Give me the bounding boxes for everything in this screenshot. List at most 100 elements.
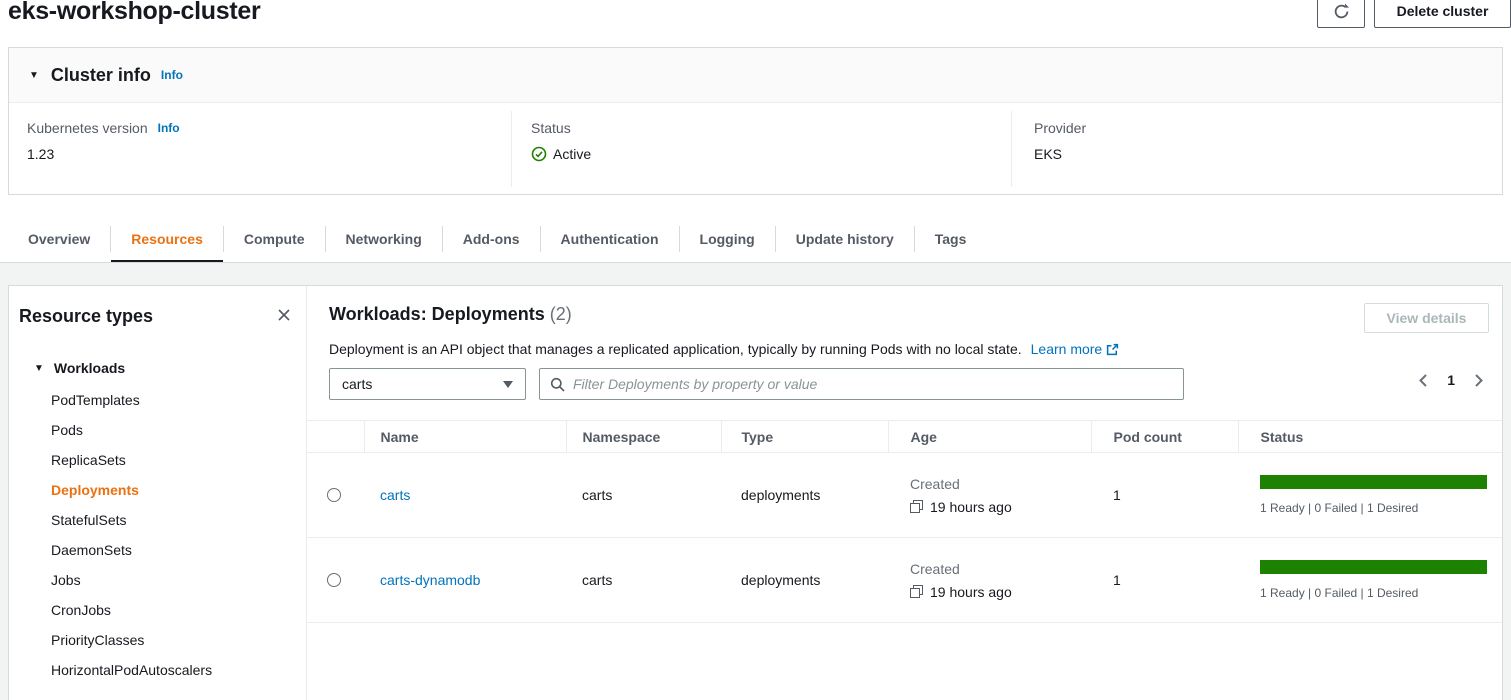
kubernetes-version-field: Kubernetes version Info 1.23 (27, 120, 180, 162)
resource-types-title: Resource types (19, 306, 153, 327)
column-header-select (307, 421, 364, 453)
close-icon[interactable] (277, 308, 291, 322)
deployments-count: (2) (550, 304, 572, 324)
status-cell: 1 Ready | 0 Failed | 1 Desired (1238, 538, 1502, 623)
cluster-info-title: Cluster info (51, 65, 151, 86)
pod-count-cell: 1 (1091, 538, 1238, 623)
age-value: 19 hours ago (930, 499, 1012, 515)
field-divider (511, 111, 512, 187)
cluster-tabs: Overview Resources Compute Networking Ad… (8, 215, 986, 263)
refresh-button[interactable] (1317, 0, 1365, 28)
namespace-cell: carts (566, 538, 721, 623)
description-text: Deployment is an API object that manages… (329, 341, 1022, 357)
pagination-next-icon[interactable] (1474, 373, 1484, 388)
column-header-name: Name (364, 421, 566, 453)
sidebar-item-podtemplates[interactable]: PodTemplates (51, 385, 212, 415)
tab-tags[interactable]: Tags (915, 215, 987, 263)
type-cell: deployments (721, 538, 888, 623)
field-divider (1011, 111, 1012, 187)
delete-cluster-button[interactable]: Delete cluster (1374, 0, 1511, 28)
dropdown-value: carts (342, 376, 372, 392)
delete-cluster-label: Delete cluster (1397, 3, 1489, 19)
sidebar-group-label: Workloads (54, 360, 125, 376)
row-select-radio[interactable] (327, 488, 341, 502)
provider-field: Provider EKS (1034, 120, 1086, 162)
status-cell: 1 Ready | 0 Failed | 1 Desired (1238, 453, 1502, 538)
table-row: carts carts deployments Created 19 hours… (307, 453, 1502, 538)
copy-icon[interactable] (910, 585, 923, 598)
kubernetes-version-value: 1.23 (27, 146, 180, 162)
sidebar-item-deployments[interactable]: Deployments (51, 475, 212, 505)
tab-resources[interactable]: Resources (111, 215, 223, 263)
sidebar-item-jobs[interactable]: Jobs (51, 565, 212, 595)
column-header-age: Age (888, 421, 1091, 453)
table-header-row: Name Namespace Type Age Pod count Status (307, 421, 1502, 453)
sidebar-item-statefulsets[interactable]: StatefulSets (51, 505, 212, 535)
column-header-status: Status (1238, 421, 1502, 453)
kubernetes-version-label: Kubernetes version (27, 120, 148, 136)
sidebar-item-daemonsets[interactable]: DaemonSets (51, 535, 212, 565)
pagination-prev-icon[interactable] (1418, 373, 1428, 388)
deployments-table: Name Namespace Type Age Pod count Status… (307, 420, 1502, 623)
learn-more-label: Learn more (1031, 341, 1103, 357)
sidebar-item-cronjobs[interactable]: CronJobs (51, 595, 212, 625)
age-created-label: Created (910, 476, 1091, 492)
namespace-cell: carts (566, 453, 721, 538)
sidebar-group-workloads[interactable]: ▼ Workloads (34, 360, 125, 376)
view-details-button[interactable]: View details (1364, 303, 1489, 333)
age-cell: Created 19 hours ago (888, 453, 1091, 538)
deployments-description: Deployment is an API object that manages… (329, 341, 1119, 357)
tab-networking[interactable]: Networking (326, 215, 442, 263)
sidebar-item-horizontalpodautoscalers[interactable]: HorizontalPodAutoscalers (51, 655, 212, 685)
column-header-type: Type (721, 421, 888, 453)
resource-types-sidebar: Resource types ▼ Workloads PodTemplates … (9, 286, 307, 700)
deployment-name-link[interactable]: carts (380, 487, 410, 503)
copy-icon[interactable] (910, 500, 923, 513)
deployments-heading: Workloads: Deployments(2) (329, 304, 572, 325)
pagination-page-number[interactable]: 1 (1447, 372, 1455, 388)
provider-label: Provider (1034, 120, 1086, 136)
sidebar-item-replicasets[interactable]: ReplicaSets (51, 445, 212, 475)
tab-compute[interactable]: Compute (224, 215, 325, 263)
collapse-triangle-icon[interactable]: ▼ (34, 363, 44, 374)
eks-cluster-page: eks-workshop-cluster Delete cluster ▼ Cl… (0, 0, 1511, 700)
tab-add-ons[interactable]: Add-ons (443, 215, 540, 263)
column-header-namespace: Namespace (566, 421, 721, 453)
column-header-pod-count: Pod count (1091, 421, 1238, 453)
tab-update-history[interactable]: Update history (776, 215, 914, 263)
tab-authentication[interactable]: Authentication (541, 215, 679, 263)
search-input[interactable] (573, 376, 1173, 392)
filter-type-dropdown[interactable]: carts (329, 368, 526, 400)
external-link-icon (1106, 343, 1119, 356)
status-caption: 1 Ready | 0 Failed | 1 Desired (1260, 501, 1487, 515)
collapse-triangle-icon[interactable]: ▼ (29, 70, 39, 81)
deployment-name-link[interactable]: carts-dynamodb (380, 572, 480, 588)
status-label: Status (531, 120, 571, 136)
provider-value: EKS (1034, 146, 1086, 162)
refresh-icon (1333, 3, 1350, 20)
cluster-info-header[interactable]: ▼ Cluster info Info (9, 48, 1502, 103)
chevron-down-icon (503, 381, 513, 388)
status-bar (1260, 475, 1487, 489)
type-cell: deployments (721, 453, 888, 538)
learn-more-link[interactable]: Learn more (1031, 341, 1120, 357)
kubernetes-version-info-link[interactable]: Info (158, 121, 180, 135)
age-cell: Created 19 hours ago (888, 538, 1091, 623)
age-value: 19 hours ago (930, 584, 1012, 600)
view-details-label: View details (1387, 310, 1467, 326)
cluster-info-panel: ▼ Cluster info Info Kubernetes version I… (8, 47, 1503, 195)
search-icon (550, 377, 565, 392)
filter-searchbox (539, 368, 1184, 400)
cluster-info-body: Kubernetes version Info 1.23 Status Acti… (9, 103, 1502, 194)
sidebar-item-pods[interactable]: Pods (51, 415, 212, 445)
pagination: 1 (1418, 372, 1484, 388)
cluster-info-info-link[interactable]: Info (161, 68, 183, 82)
page-title: eks-workshop-cluster (8, 0, 260, 26)
tab-overview[interactable]: Overview (8, 215, 110, 263)
resource-type-list: PodTemplates Pods ReplicaSets Deployment… (51, 385, 212, 685)
status-caption: 1 Ready | 0 Failed | 1 Desired (1260, 586, 1487, 600)
sidebar-item-priorityclasses[interactable]: PriorityClasses (51, 625, 212, 655)
tab-logging[interactable]: Logging (680, 215, 775, 263)
row-select-radio[interactable] (327, 573, 341, 587)
table-row: carts-dynamodb carts deployments Created… (307, 538, 1502, 623)
